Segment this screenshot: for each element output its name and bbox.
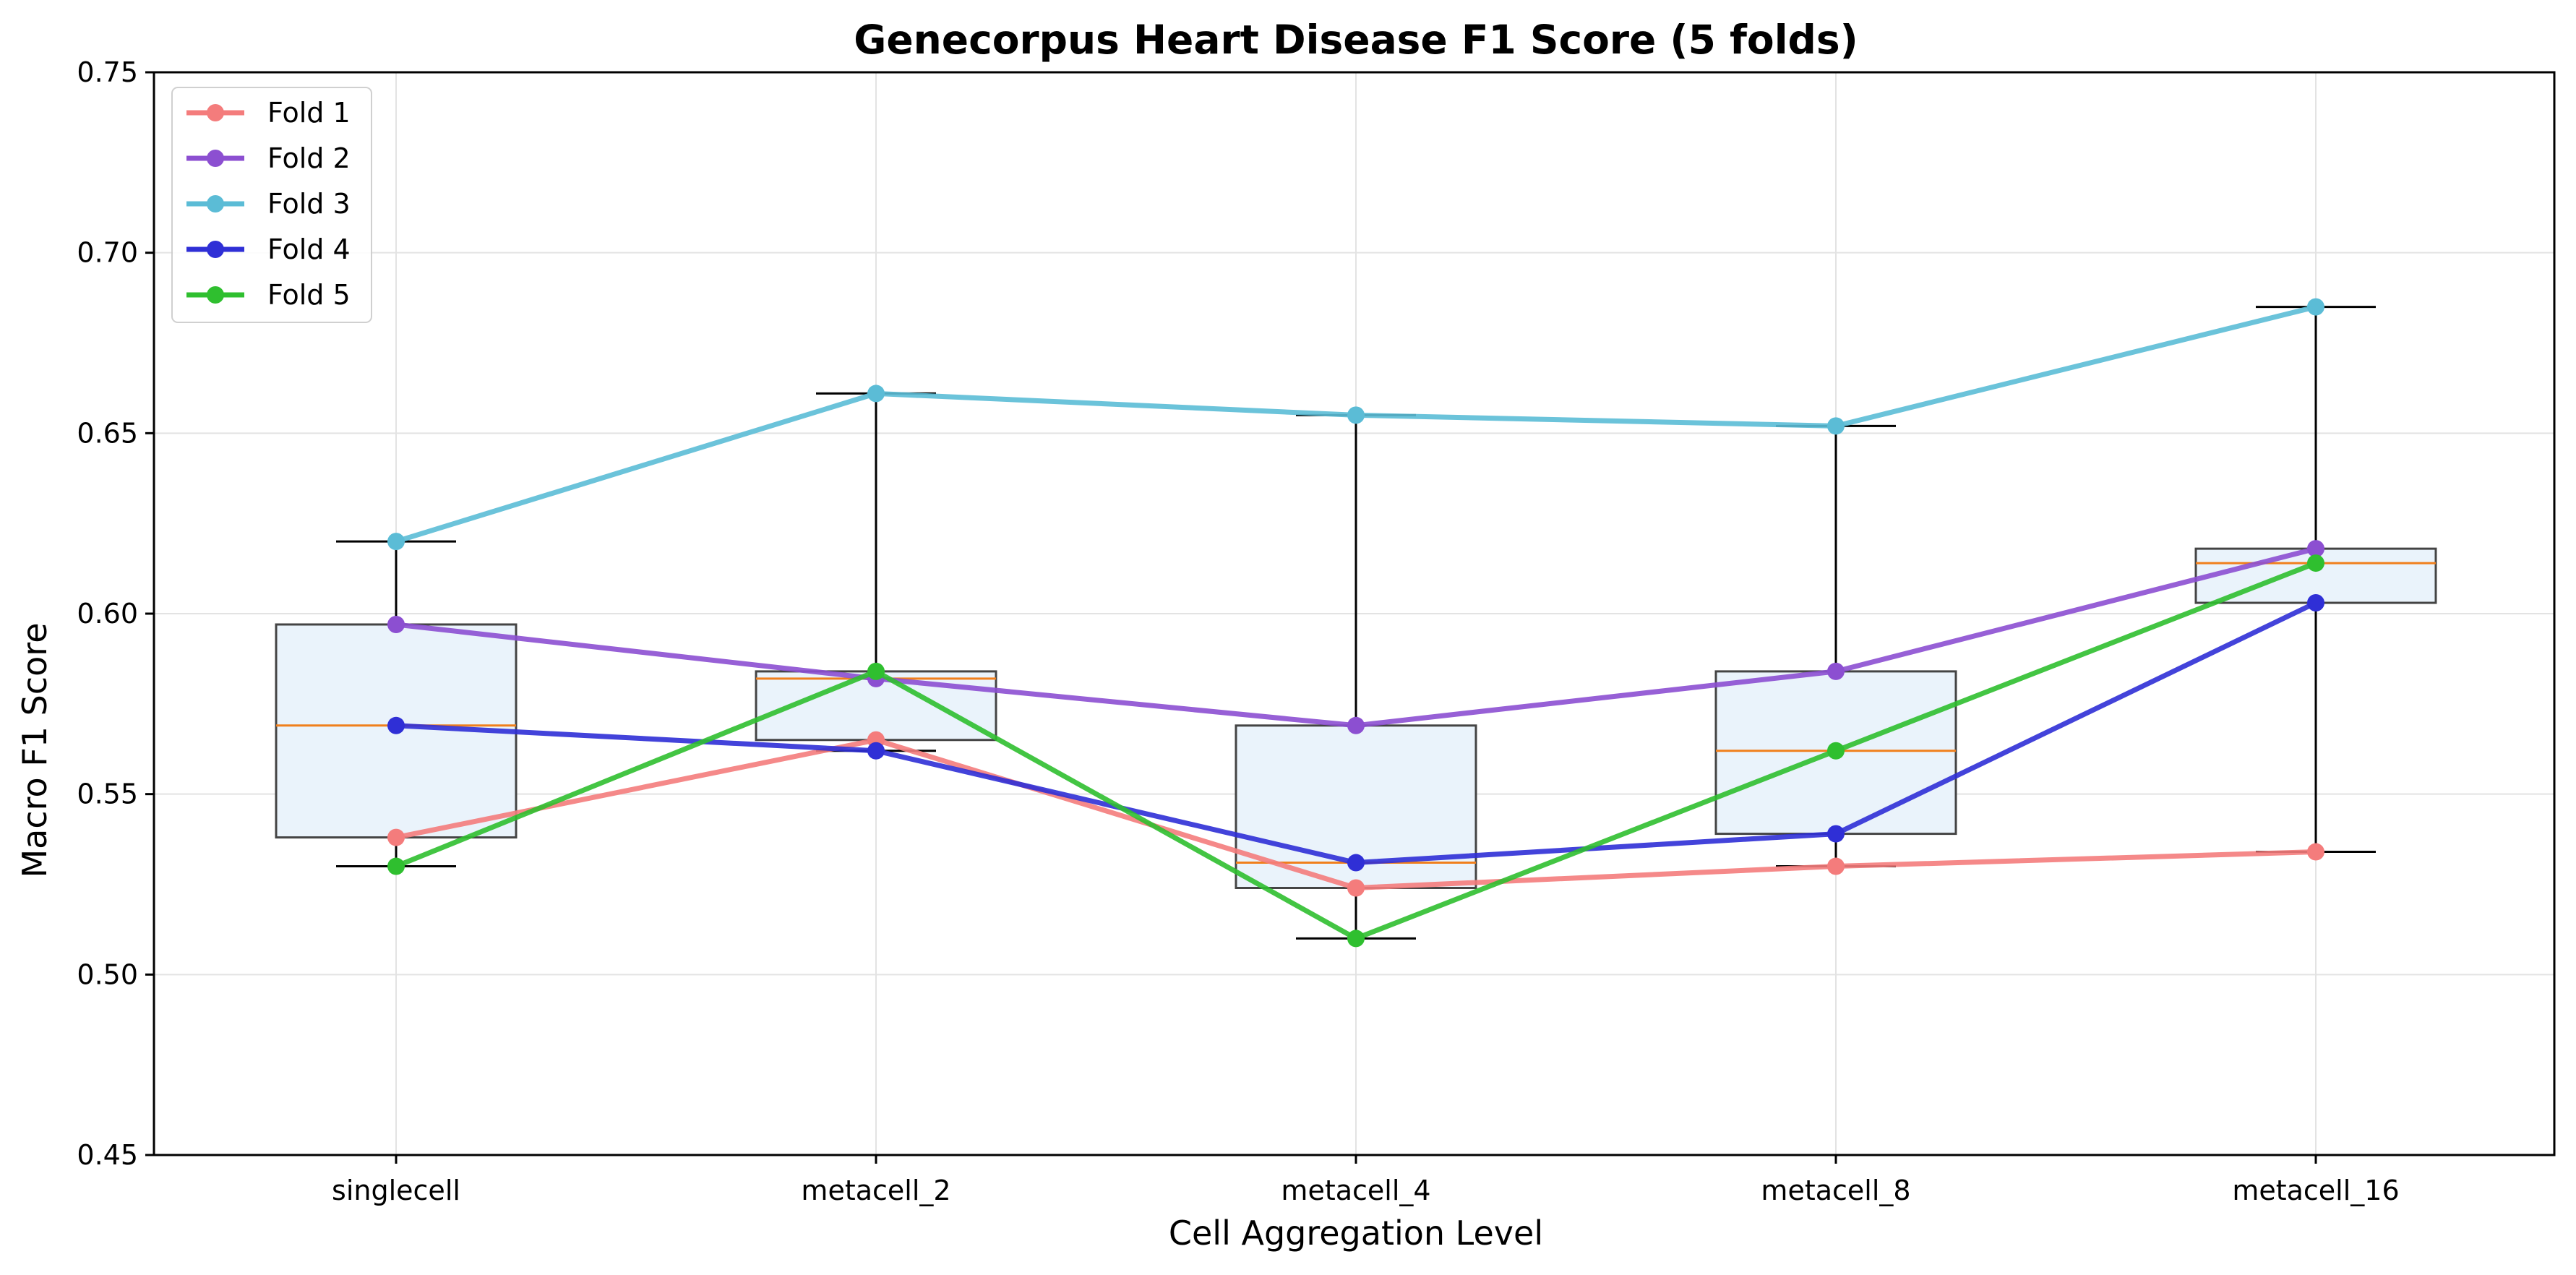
x-tick-label: metacell_16 (2232, 1175, 2399, 1206)
data-point (1827, 825, 1845, 843)
x-tick-label: metacell_4 (1281, 1175, 1430, 1206)
legend-entry-fold-5: Fold 5 (186, 279, 351, 311)
data-point (387, 615, 405, 633)
data-point (387, 857, 405, 875)
legend-entry-fold-1: Fold 1 (186, 97, 351, 129)
data-point (1827, 417, 1845, 435)
x-tick-label: metacell_2 (801, 1175, 950, 1206)
legend-entry-fold-4: Fold 4 (186, 233, 351, 265)
data-point (2307, 594, 2324, 612)
series-fold-4 (387, 594, 2324, 872)
legend-box (171, 87, 372, 323)
data-point (2307, 554, 2324, 572)
legend-label: Fold 5 (267, 279, 351, 311)
y-tick-label: 0.65 (77, 417, 138, 449)
legend-label: Fold 3 (267, 188, 351, 220)
legend-entry-fold-3: Fold 3 (186, 188, 351, 220)
y-tick-label: 0.60 (77, 598, 138, 630)
data-point (2307, 298, 2324, 316)
data-point (2307, 540, 2324, 558)
data-point (1347, 716, 1365, 734)
y-tick-label: 0.75 (77, 56, 138, 88)
data-point (867, 385, 885, 403)
y-tick-label: 0.55 (77, 778, 138, 810)
data-point (387, 828, 405, 846)
legend-marker (207, 195, 224, 212)
series-lines (387, 298, 2324, 948)
data-point (1347, 406, 1365, 424)
series-fold-1 (387, 731, 2324, 897)
data-point (1827, 742, 1845, 760)
data-point (1347, 879, 1365, 897)
data-point (1827, 662, 1845, 680)
x-axis: singlecell metacell_2 metacell_4 metacell_8… (332, 1155, 2400, 1206)
y-tick-label: 0.70 (77, 237, 138, 269)
data-point (1827, 857, 1845, 875)
y-axis-label: Macro F1 Score (15, 622, 54, 877)
y-tick-label: 0.45 (77, 1139, 138, 1171)
data-point (387, 533, 405, 551)
legend-entry-fold-2: Fold 2 (186, 142, 351, 174)
legend-marker (207, 286, 224, 304)
series-fold-3 (387, 298, 2324, 551)
legend-marker (207, 241, 224, 258)
legend-marker (207, 104, 224, 121)
data-point (1347, 930, 1365, 948)
y-axis: 0.45 0.50 0.55 0.60 0.65 0.70 0.75 (77, 56, 154, 1171)
x-axis-label: Cell Aggregation Level (1169, 1214, 1543, 1253)
legend-marker (207, 150, 224, 167)
legend: Fold 1 Fold 2 Fold 3 Fold 4 Fold 5 (171, 87, 372, 323)
x-tick-label: metacell_8 (1761, 1175, 1910, 1206)
y-tick-label: 0.50 (77, 958, 138, 990)
series-fold-5 (387, 554, 2324, 948)
x-tick-label: singlecell (332, 1175, 460, 1206)
data-point (387, 716, 405, 734)
data-point (867, 742, 885, 760)
legend-label: Fold 1 (267, 97, 351, 129)
data-point (2307, 843, 2324, 861)
legend-label: Fold 4 (267, 233, 351, 265)
legend-label: Fold 2 (267, 142, 351, 174)
data-point (1347, 854, 1365, 872)
data-point (867, 662, 885, 680)
chart-title: Genecorpus Heart Disease F1 Score (5 fol… (854, 17, 1858, 63)
